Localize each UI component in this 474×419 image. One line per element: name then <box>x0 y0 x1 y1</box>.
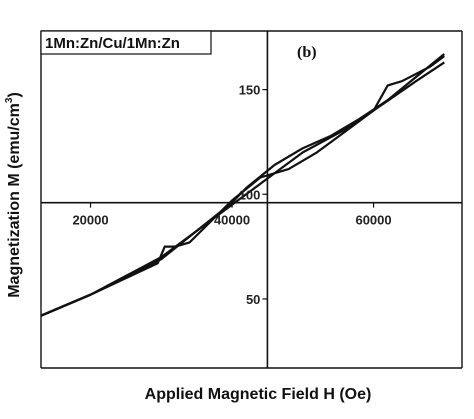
x-tick-label: 60000 <box>355 213 391 228</box>
series-group <box>40 53 445 317</box>
y-axis-title-end: ) <box>6 92 23 97</box>
panel-label: (b) <box>297 44 317 61</box>
y-tick-label: 150 <box>239 83 261 98</box>
series-line-3 <box>40 53 445 317</box>
y-tick-label: 100 <box>239 187 261 202</box>
center-axes <box>41 31 462 368</box>
x-axis-ticks: 20000 40000 60000 <box>72 202 392 228</box>
legend-box: 1Mn:Zn/Cu/1Mn:Zn <box>40 30 212 55</box>
x-axis-title: Applied Magnetic Field H (Oe) <box>145 386 372 403</box>
y-tick-label: 50 <box>246 292 260 307</box>
x-tick-label: 20000 <box>72 213 108 228</box>
y-axis-title-main: Magnetization M (emu/cm <box>6 103 23 298</box>
y-axis-title: Magnetization M (emu/cm3) <box>4 92 23 298</box>
series-line-2 <box>40 55 445 317</box>
y-axis-title-superscript: 3 <box>4 97 15 103</box>
legend-border <box>40 30 212 55</box>
y-axis-ticks: 50 100 150 <box>239 83 268 307</box>
legend-label: 1Mn:Zn/Cu/1Mn:Zn <box>45 35 180 52</box>
x-tick-label: 40000 <box>214 213 250 228</box>
